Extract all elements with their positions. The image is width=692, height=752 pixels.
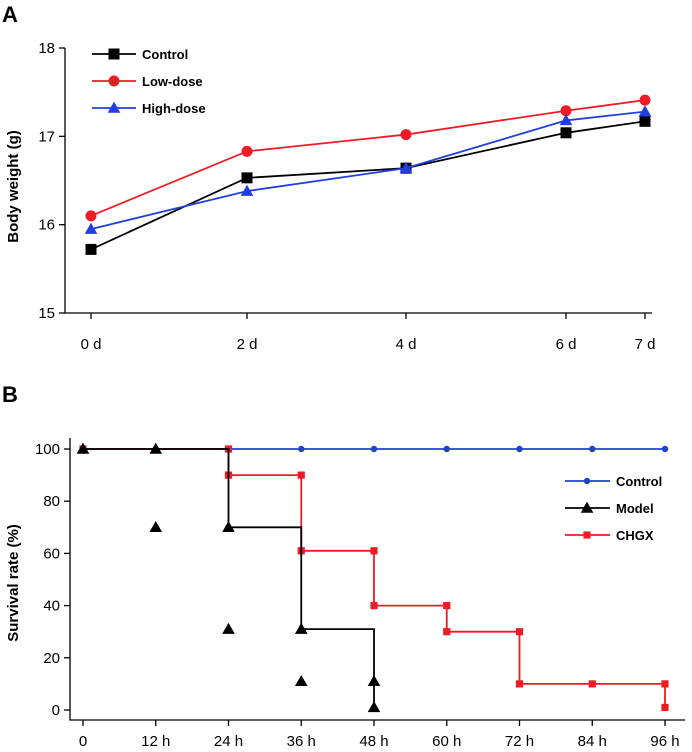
chart-b-point bbox=[661, 445, 669, 453]
chart-b-xtick-label: 96 h bbox=[650, 733, 679, 750]
chart-a-series-line bbox=[90, 120, 646, 251]
chart-b-xtick-label: 12 h bbox=[141, 733, 170, 750]
chart-a-point bbox=[84, 222, 98, 234]
chart-a-ytick-label: 17 bbox=[38, 128, 55, 145]
chart-b-point bbox=[297, 471, 305, 479]
chart-b-point bbox=[443, 602, 451, 610]
chart-b-ytick-label: 80 bbox=[43, 493, 60, 510]
chart-a-point bbox=[560, 105, 572, 117]
chart-a-ytick-label: 15 bbox=[38, 305, 55, 322]
chart-a-point bbox=[639, 115, 651, 127]
chart-a-point bbox=[560, 127, 572, 139]
chart-a-point bbox=[241, 172, 253, 184]
chart-b-xtick-label: 84 h bbox=[578, 733, 607, 750]
chart-a-point bbox=[241, 145, 253, 157]
panel-b-label: B bbox=[2, 382, 18, 407]
chart-a-ylabel: Body weight (g) bbox=[5, 130, 22, 243]
chart-b-point bbox=[516, 445, 523, 453]
chart-b-point bbox=[294, 622, 308, 634]
chart-a-point bbox=[85, 243, 97, 255]
chart-a-xtick-label: 6 d bbox=[556, 336, 577, 353]
chart-b-legend-marker bbox=[583, 477, 591, 485]
chart-b-point bbox=[294, 674, 308, 687]
chart-b-xtick-label: 48 h bbox=[359, 733, 388, 750]
chart-b-point bbox=[661, 680, 669, 688]
chart-b-ytick-label: 100 bbox=[35, 441, 60, 458]
chart-b-ytick-label: 60 bbox=[43, 545, 60, 562]
chart-b-xtick-label: 72 h bbox=[505, 733, 534, 750]
chart-a-ytick-label: 16 bbox=[38, 217, 55, 234]
chart-a-legend-marker bbox=[108, 48, 120, 60]
chart-b-point bbox=[443, 628, 451, 636]
chart-b-point bbox=[370, 602, 378, 610]
chart-a-ytick-label: 18 bbox=[38, 40, 55, 57]
chart-a-legend-label: Control bbox=[142, 47, 188, 62]
chart-b-point bbox=[367, 701, 381, 713]
chart-b-point bbox=[149, 520, 163, 533]
chart-b-xtick-label: 0 bbox=[79, 733, 87, 750]
chart-b-xtick-label: 36 h bbox=[287, 733, 316, 750]
chart-b-point bbox=[298, 445, 305, 453]
chart-a-point bbox=[399, 161, 413, 173]
chart-b-ytick-label: 0 bbox=[52, 702, 60, 719]
chart-a-legend-marker bbox=[108, 75, 120, 87]
chart-a-legend-marker bbox=[107, 101, 121, 113]
chart-a-xtick-label: 7 d bbox=[635, 336, 656, 353]
chart-b-point bbox=[222, 520, 235, 533]
chart-a-legend-label: High-dose bbox=[142, 101, 206, 116]
chart-b-series-line bbox=[83, 448, 375, 708]
chart-b-point bbox=[588, 680, 596, 688]
chart-b-ytick-label: 20 bbox=[43, 650, 60, 667]
chart-b-xtick-label: 24 h bbox=[214, 733, 243, 750]
chart-b-point bbox=[515, 680, 524, 688]
chart-a-point bbox=[400, 129, 412, 141]
chart-a-xtick-label: 4 d bbox=[396, 336, 417, 353]
chart-b-point bbox=[515, 628, 524, 636]
chart-b-point bbox=[661, 703, 669, 711]
chart-b-point bbox=[149, 442, 163, 454]
chart-b-legend-marker bbox=[583, 531, 591, 539]
chart-a: 15 16 17 18 0 d 2 d 4 d 6 d 7 d Body weight (g) Co… bbox=[5, 40, 655, 353]
chart-a-xtick-label: 0 d bbox=[81, 336, 102, 353]
chart-b-ytick-label: 40 bbox=[43, 598, 60, 615]
chart-b-legend-label: CHGX bbox=[616, 528, 654, 543]
chart-a-point bbox=[638, 105, 652, 117]
chart-b-legend-label: Control bbox=[616, 474, 662, 489]
chart-b-point bbox=[222, 622, 235, 634]
chart-a-point bbox=[85, 210, 97, 222]
chart-a-xtick-label: 2 d bbox=[237, 336, 258, 353]
chart-a-point bbox=[559, 114, 573, 126]
chart-b-point bbox=[370, 445, 378, 453]
chart-a-point bbox=[240, 184, 254, 196]
chart-b-legend-label: Model bbox=[616, 501, 654, 516]
chart-b-xtick-label: 60 h bbox=[432, 733, 461, 750]
chart-a-series-line bbox=[90, 99, 646, 217]
chart-a-legend-label: Low-dose bbox=[142, 74, 203, 89]
chart-b-axes bbox=[69, 438, 685, 721]
chart-b-point bbox=[76, 442, 90, 454]
chart-b-point bbox=[443, 445, 450, 453]
chart-b-point bbox=[370, 547, 378, 555]
chart-a-point bbox=[639, 94, 651, 106]
chart-b: 0 20 40 60 80 100 0 12 h 24 h 36 h 48 h 60 h 72 h 84 … bbox=[5, 438, 685, 750]
chart-b-ylabel: Survival rate (%) bbox=[5, 524, 22, 642]
chart-b-point bbox=[589, 445, 596, 453]
chart-b-point bbox=[367, 674, 381, 687]
panel-a-label: A bbox=[2, 2, 18, 27]
chart-b-legend-marker bbox=[580, 501, 594, 513]
